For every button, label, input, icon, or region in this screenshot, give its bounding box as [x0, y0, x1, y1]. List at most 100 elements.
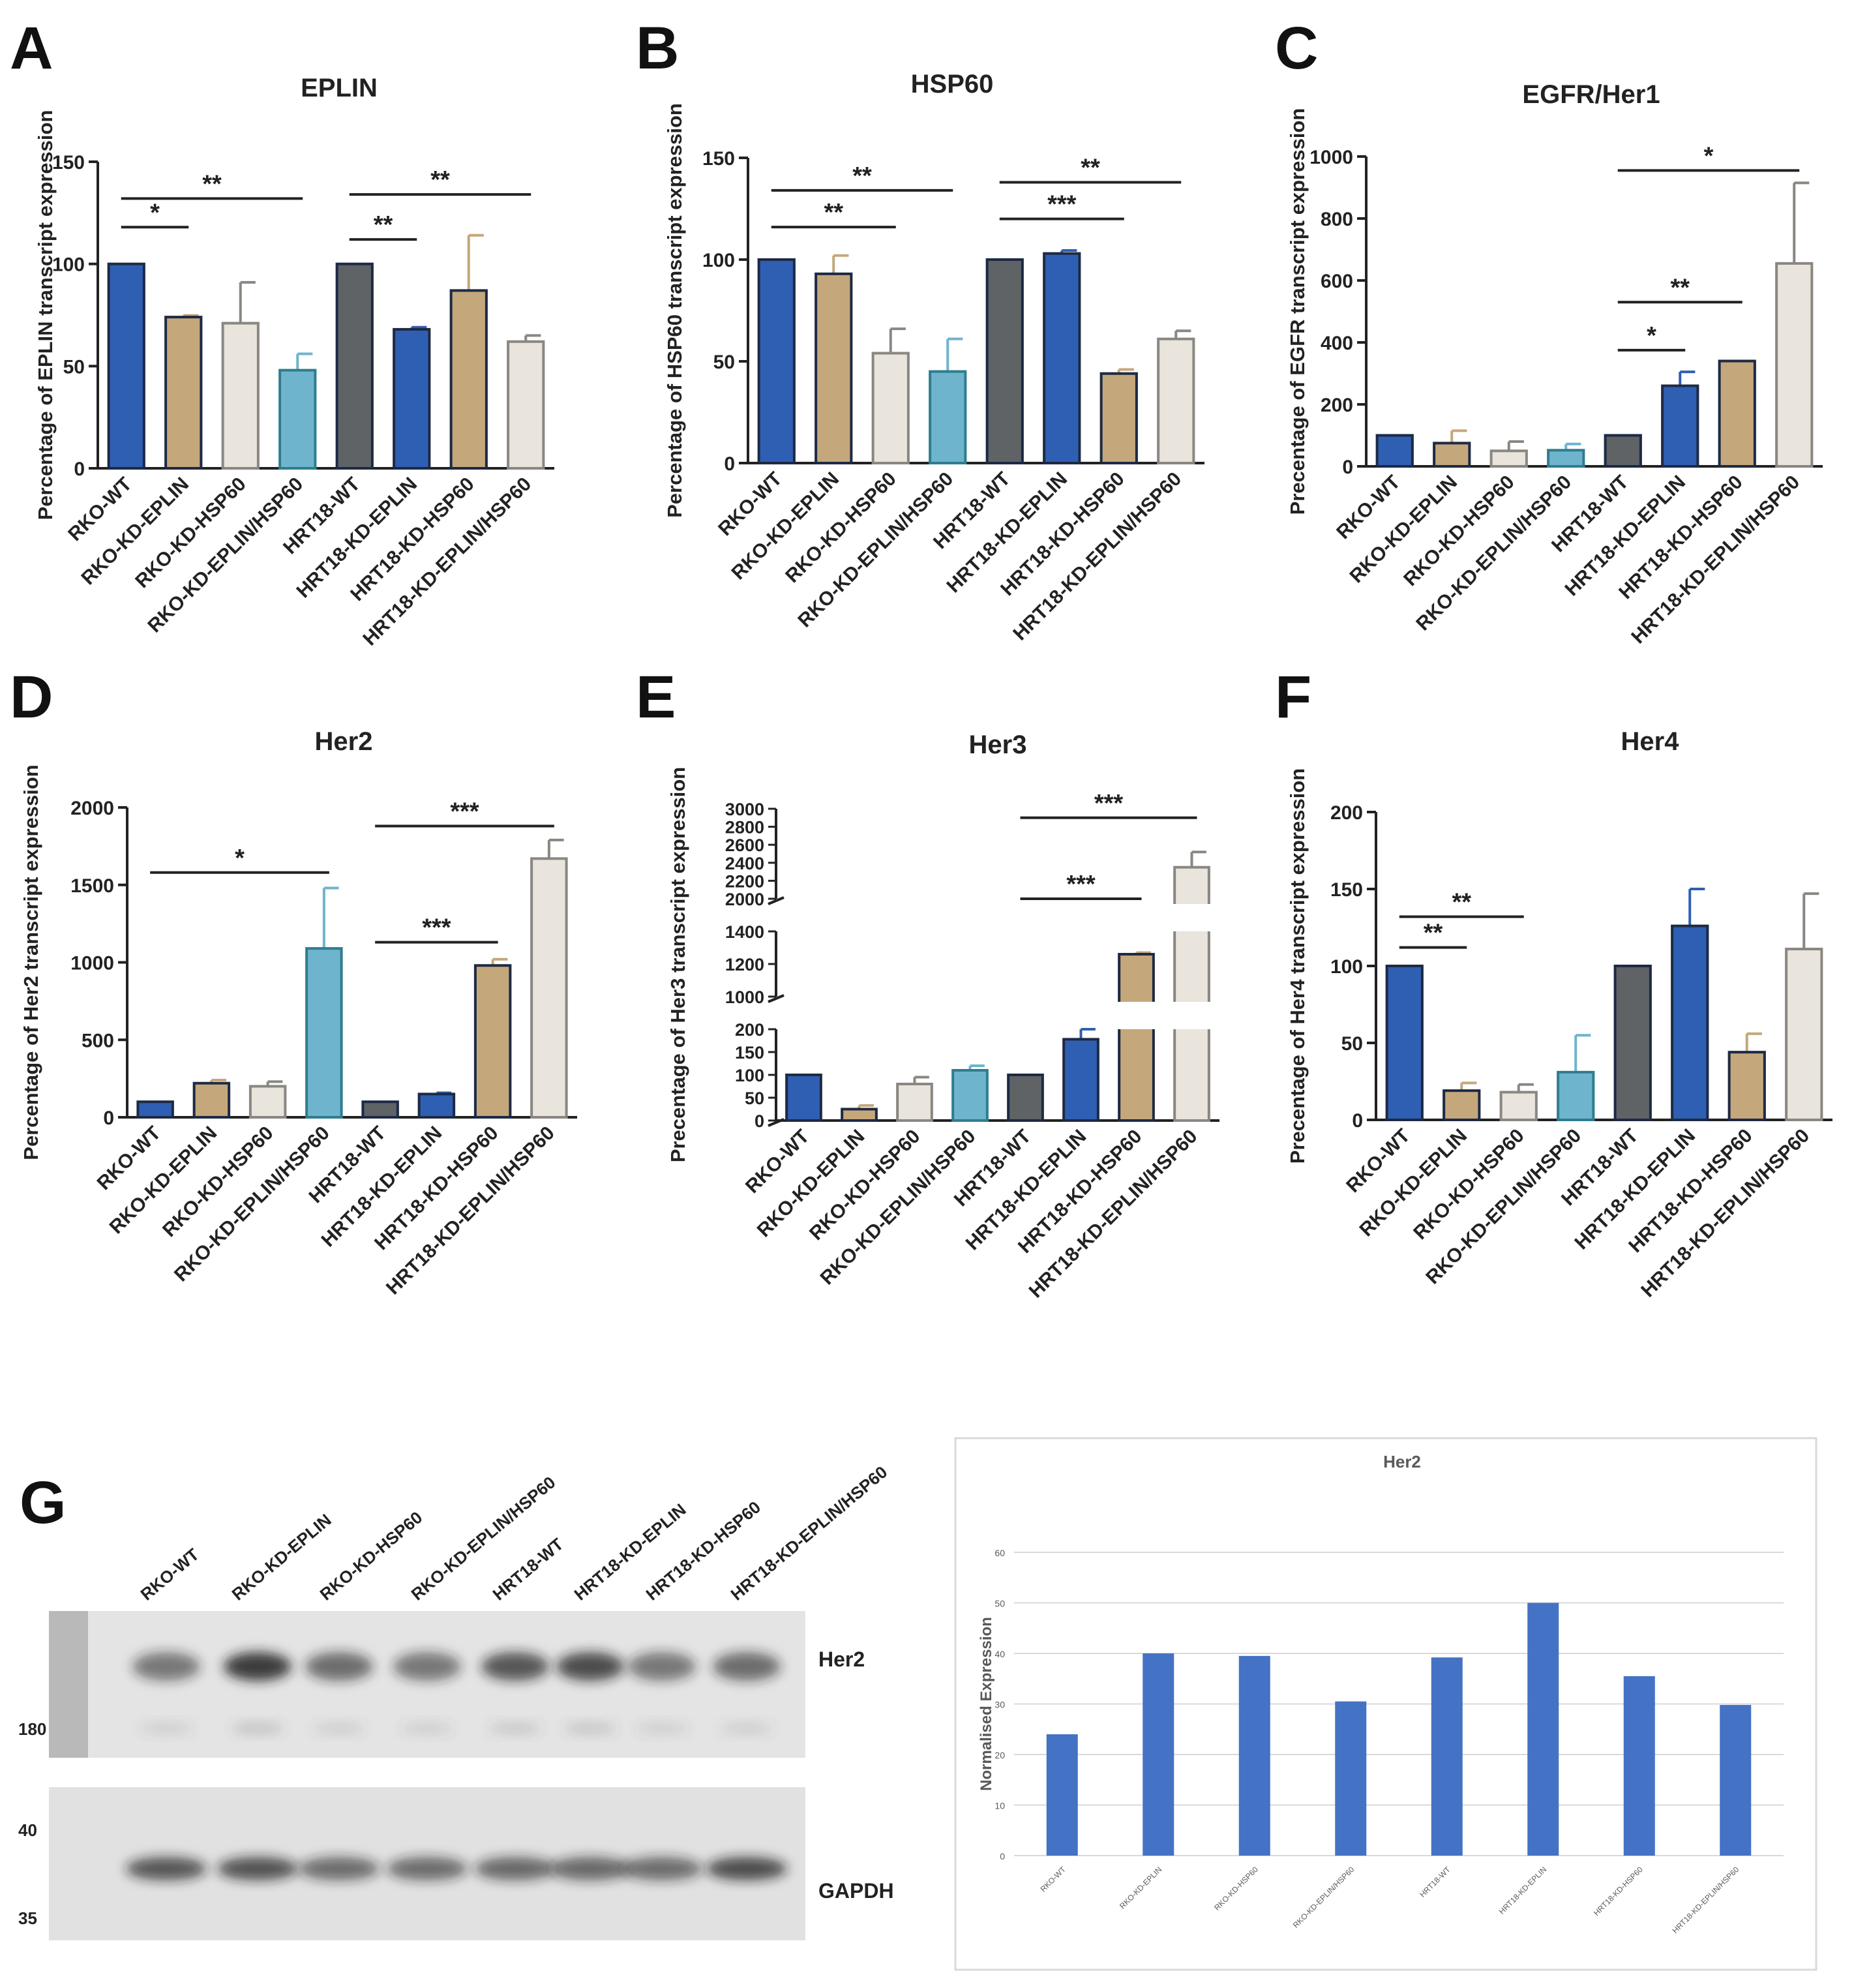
significance-label: *: [1647, 322, 1656, 350]
western-blot: RKO-WT RKO-KD-EPLINRKO-KD-HSP60RKO-KD-EPL…: [18, 1462, 894, 1940]
gapdh-band: [706, 1857, 787, 1880]
bar-hrt18-wt: [335, 262, 374, 470]
y-tick-label: 400: [1321, 333, 1353, 354]
y-tick-label: 100: [735, 1066, 764, 1085]
her2-lower-band: [313, 1722, 365, 1735]
y-tick-label: 1400: [725, 922, 764, 942]
chart-panel-E: Her3 0 50 100 150 200 1000 1200 1400 200022002400…: [666, 730, 1219, 1302]
y-tick-label: 150: [1330, 879, 1363, 901]
y-tick-label: 20: [994, 1750, 1005, 1760]
y-tick-label: 2800: [725, 818, 764, 837]
bar-hrt18-kd-eplin: [1062, 1038, 1099, 1122]
bar-rko-kd-eplin-hsp60: [278, 369, 317, 470]
her2-lower-band: [401, 1722, 453, 1735]
y-axis-label: Percentage of HSP60 transcript expressio…: [663, 103, 686, 518]
bar-rko-kd-eplin-hsp60: [1557, 1070, 1595, 1121]
her2-band: [224, 1652, 292, 1681]
bar-rko-kd-eplin: [1143, 1653, 1174, 1856]
chart-title: Her4: [1621, 727, 1680, 756]
bar-rko-kd-eplin-hsp60: [951, 1069, 989, 1122]
bar-rko-kd-eplin-hsp60: [1547, 449, 1585, 468]
y-tick-label: 0: [1342, 457, 1353, 478]
y-tick-label: 1500: [70, 875, 114, 897]
y-tick-label: 2600: [725, 836, 764, 855]
her2-band: [481, 1652, 549, 1681]
gapdh-blot-label: GAPDH: [818, 1879, 894, 1903]
panel-letter-b: B: [636, 15, 679, 82]
y-tick-label: 200: [1330, 802, 1363, 824]
x-tick-label: RKO-KD-EPLIN: [1345, 472, 1461, 588]
y-tick-label: 0: [103, 1107, 114, 1129]
her2-membrane: [49, 1611, 805, 1758]
panel-letter-g: G: [20, 1469, 67, 1536]
bar-hrt18-kd-eplin-hsp60: [1775, 262, 1814, 468]
gapdh-band: [387, 1857, 468, 1880]
chart-title: HSP60: [911, 70, 994, 98]
lane-label: HRT18-WT: [489, 1534, 567, 1604]
bar-rko-kd-eplin: [1443, 1089, 1481, 1122]
significance-label: *: [1704, 142, 1714, 170]
her2-band: [628, 1652, 696, 1681]
gapdh-band: [621, 1857, 702, 1880]
bar-hrt18-kd-eplin: [1661, 384, 1699, 468]
significance-label: **: [430, 166, 450, 194]
y-tick-label: 200: [1321, 395, 1353, 416]
lane-label: RKO-WT: [137, 1544, 203, 1604]
y-axis-label: Normalised Expression: [978, 1617, 995, 1791]
bar-rko-kd-hsp60: [221, 322, 260, 470]
bar-break-gap: [1172, 904, 1212, 931]
bar-rko-wt: [136, 1100, 174, 1119]
significance-label: *: [235, 845, 245, 872]
x-tick-label: RKO-KD-EPLIN: [77, 474, 193, 590]
bar-hrt18-kd-hsp60: [1718, 359, 1756, 468]
her2-band: [556, 1652, 624, 1681]
bar-hrt18-kd-hsp60: [1099, 372, 1138, 464]
panel-letter-f: F: [1275, 664, 1311, 730]
significance-label: **: [852, 162, 872, 190]
significance-label: **: [824, 199, 843, 226]
bar-rko-kd-eplin-hsp60: [929, 370, 967, 464]
size-marker: 180: [18, 1719, 46, 1739]
gapdh-band: [475, 1857, 556, 1880]
bar-rko-kd-eplin: [192, 1081, 231, 1119]
gapdh-band: [217, 1857, 298, 1880]
y-tick-label: 0: [1352, 1110, 1363, 1132]
bar-hrt18-kd-eplin: [1671, 924, 1709, 1121]
chart-title: EGFR/Her1: [1522, 80, 1660, 109]
bar-hrt18-kd-hsp60: [1623, 1676, 1655, 1856]
panel-letter-c: C: [1275, 15, 1318, 82]
bar-rko-kd-hsp60: [896, 1083, 933, 1122]
size-marker: 35: [18, 1908, 37, 1928]
her2-band: [132, 1652, 200, 1681]
bar-hrt18-kd-eplin-hsp60: [1785, 948, 1823, 1122]
bar-hrt18-wt: [1604, 434, 1642, 468]
bar-hrt18-kd-hsp60: [1727, 1051, 1766, 1122]
y-tick-label: 2000: [70, 798, 114, 819]
y-tick-label: 40: [994, 1649, 1005, 1659]
significance-label: ***: [1094, 790, 1124, 817]
y-axis-label: Percentage of EPLIN transcript expressio…: [34, 110, 57, 520]
y-tick-label: 30: [994, 1700, 1005, 1710]
y-tick-label: 50: [745, 1089, 764, 1108]
gapdh-band: [299, 1857, 380, 1880]
bar-hrt18-kd-eplin: [393, 327, 431, 470]
bar-break-gap: [1172, 1002, 1212, 1029]
axis-break-mark: [768, 994, 785, 1003]
her2-lower-band: [232, 1722, 284, 1735]
bar-rko-kd-hsp60: [871, 352, 910, 465]
bar-rko-kd-eplin: [1433, 442, 1471, 468]
bar-rko-kd-hsp60: [1499, 1091, 1538, 1122]
bar-hrt18-wt: [1613, 965, 1652, 1121]
y-tick-label: 2200: [725, 871, 764, 891]
bar-rko-wt: [1375, 434, 1414, 468]
lane-label: RKO-KD-EPLIN/HSP60: [408, 1472, 560, 1604]
bar-hrt18-kd-hsp60: [449, 289, 488, 470]
y-axis-label: Precentage of Her4 transcript expression: [1286, 768, 1309, 1164]
gapdh-band: [550, 1857, 631, 1880]
bar-rko-kd-eplin: [841, 1107, 878, 1122]
y-tick-label: 0: [1000, 1851, 1005, 1861]
panel-letter-d: D: [10, 664, 53, 730]
chart-panel-B: HSP60 0 50 100 150 Percentage of HSP60 transc…: [663, 70, 1204, 644]
y-tick-label: 100: [1330, 956, 1363, 978]
